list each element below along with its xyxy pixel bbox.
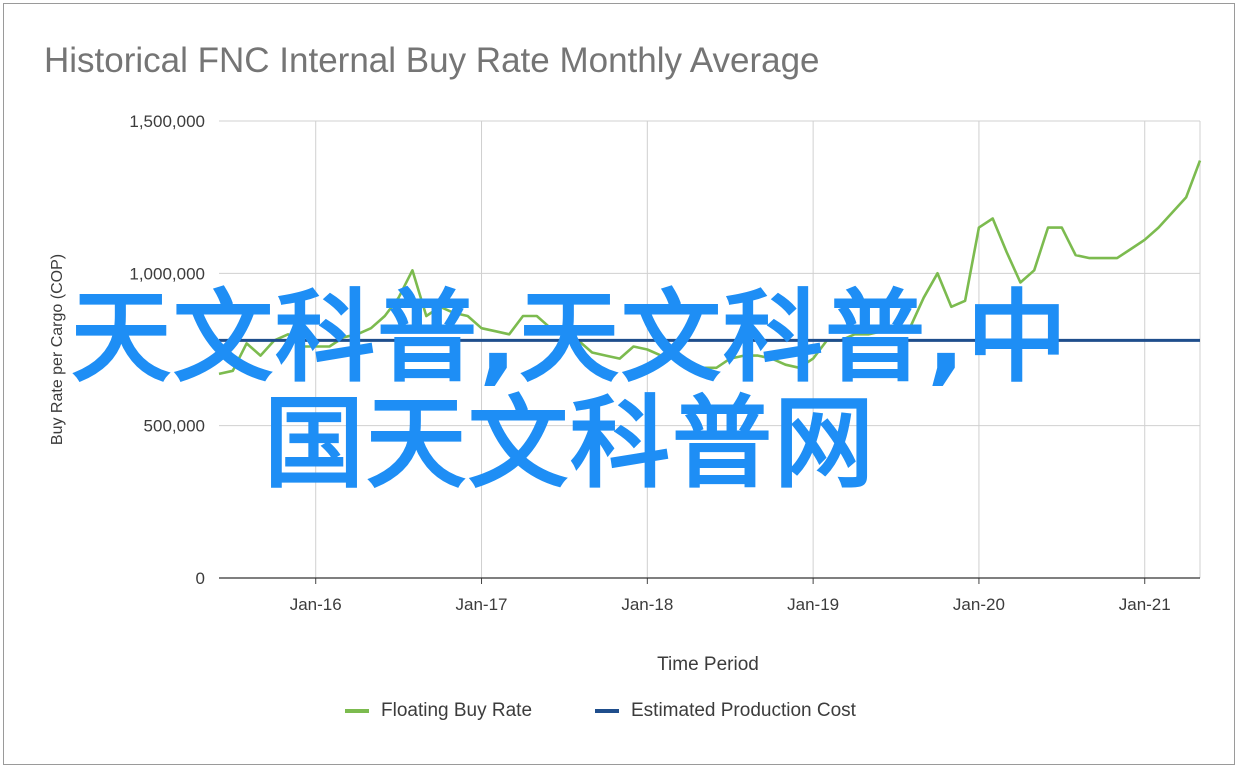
x-tick-label: Jan-18 — [621, 595, 673, 614]
legend-item-estimated-production-cost: Estimated Production Cost — [595, 700, 856, 722]
y-tick-label: 1,500,000 — [129, 112, 205, 131]
legend-item-floating-buy-rate: Floating Buy Rate — [345, 700, 532, 722]
legend-label: Floating Buy Rate — [381, 700, 533, 721]
legend: Floating Buy Rate Estimated Production C… — [0, 700, 1240, 730]
x-axis-label: Time Period — [657, 654, 759, 675]
watermark-overlay-text: 天文科普,天文科普,中 国天文科普网 — [40, 285, 1100, 497]
y-tick-label: 1,000,000 — [129, 264, 205, 283]
x-tick-label: Jan-19 — [787, 595, 839, 614]
legend-swatch-floating-buy-rate — [345, 709, 369, 713]
x-tick-label: Jan-20 — [953, 595, 1005, 614]
legend-label: Estimated Production Cost — [631, 700, 856, 721]
y-axis-label: Buy Rate per Cargo (COP) — [49, 254, 66, 445]
y-axis: 0 500,000 1,000,000 1,500,000 — [129, 112, 205, 588]
x-tick-label: Jan-21 — [1119, 595, 1171, 614]
y-tick-label: 0 — [196, 569, 205, 588]
x-tick-label: Jan-17 — [456, 595, 508, 614]
watermark-line-2: 国天文科普网 — [264, 385, 876, 502]
x-axis: Jan-16 Jan-17 Jan-18 Jan-19 Jan-20 Jan-21 — [219, 577, 1200, 614]
legend-swatch-estimated-production-cost — [595, 709, 619, 713]
watermark-line-1: 天文科普,天文科普,中 — [71, 279, 1069, 396]
chart-title: Historical FNC Internal Buy Rate Monthly… — [44, 41, 820, 80]
series-line-floating-buy-rate — [218, 160, 1202, 376]
x-tick-label: Jan-16 — [290, 595, 342, 614]
y-tick-label: 500,000 — [144, 417, 205, 436]
series-lines — [218, 160, 1202, 376]
chart-frame — [3, 3, 1235, 765]
